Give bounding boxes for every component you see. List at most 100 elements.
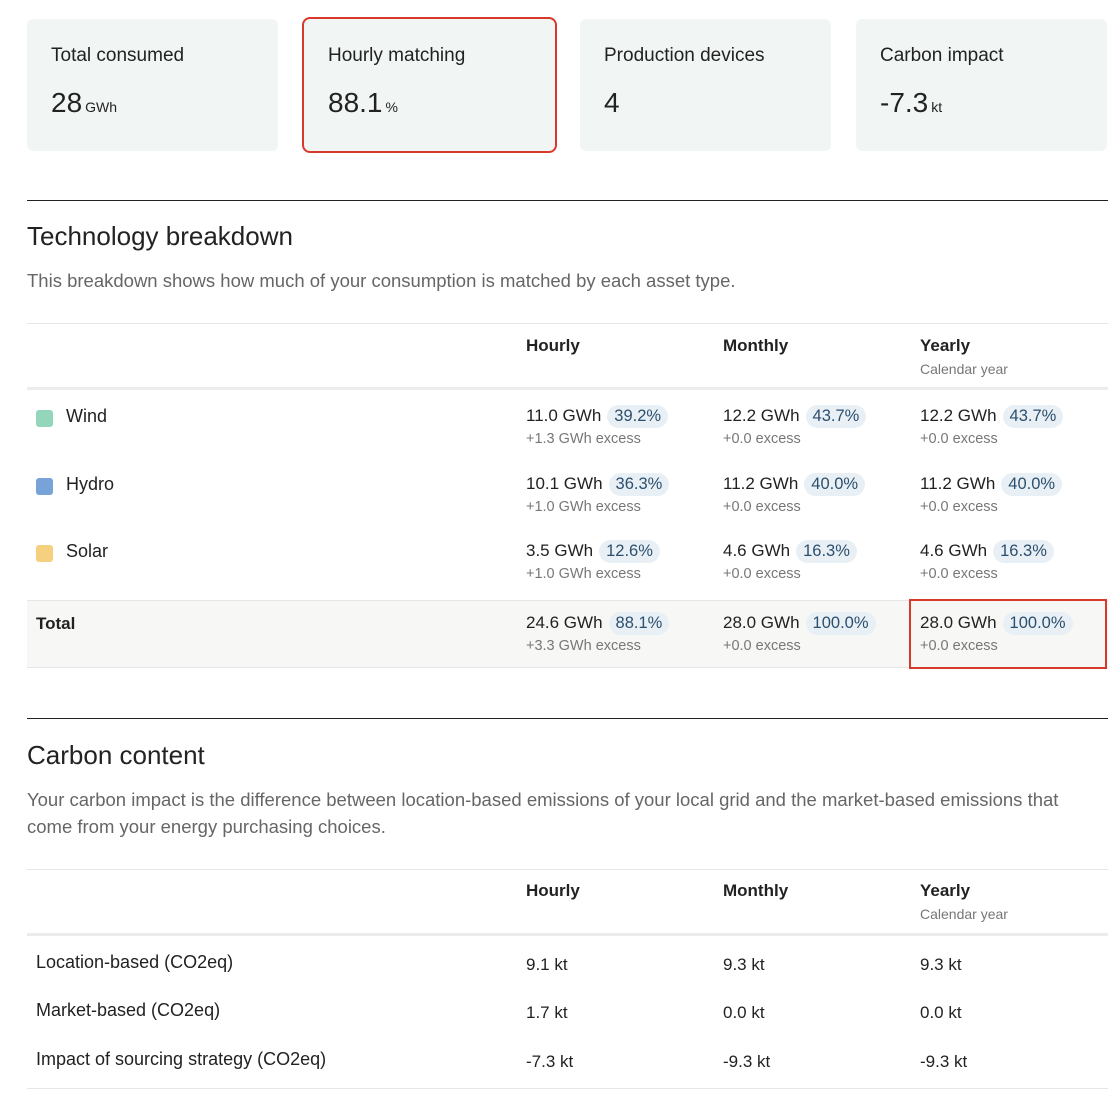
energy-value: 4.6 GWh [723,541,791,560]
row-name: Wind [66,406,108,426]
excess-text: +0.0 excess [723,638,801,654]
value-cell: 11.0 GWh 39.2% [526,405,669,428]
tech-title: Technology breakdown [27,221,293,251]
highlight-box [909,599,1107,669]
divider [27,933,1108,936]
stat-card: Total consumed 28 GWh [27,19,278,151]
value-cell: 0.0 kt [723,1003,765,1022]
energy-value: 3.5 GWh [526,541,594,560]
carbon-description: Your carbon impact is the difference bet… [27,789,1059,837]
total-row-bg [27,600,1108,668]
hydro-swatch-icon [36,478,53,495]
percent-badge: 16.3% [796,540,857,563]
value-cell: 10.1 GWh 36.3% [526,473,670,496]
stat-card: Production devices 4 [580,19,831,151]
energy-value: 4.6 GWh [920,541,988,560]
value-cell: 4.6 GWh 16.3% [723,540,857,563]
energy-value: 11.2 GWh [723,474,799,493]
row-name: Location-based (CO2eq) [36,952,234,972]
value-cell: 1.7 kt [526,1003,568,1022]
value-cell: 4.6 GWh 16.3% [920,540,1054,563]
stat-value: 28 GWh [51,87,254,119]
energy-value: 12.2 GWh [723,406,800,425]
value-cell: 12.2 GWh 43.7% [723,405,867,428]
value-cell: 9.3 kt [920,955,962,974]
col-hourly: Hourly [526,336,580,355]
row-name: Solar [66,541,109,561]
stat-value: -7.3 kt [880,87,1083,119]
percent-badge: 16.3% [993,540,1054,563]
value-cell: -9.3 kt [920,1052,968,1071]
divider [27,323,1108,324]
percent-badge: 43.7% [805,405,867,428]
percent-badge: 39.2% [607,405,669,428]
value-cell: 28.0 GWh 100.0% [723,612,876,635]
excess-text: +0.0 excess [920,431,998,447]
divider [27,1088,1108,1089]
divider [27,869,1108,870]
excess-text: +3.3 GWh excess [526,638,641,654]
excess-text: +0.0 excess [723,431,801,447]
value-cell: 0.0 kt [920,1003,962,1022]
energy-value: 12.2 GWh [920,406,997,425]
value-cell: 28.0 GWh 100.0% [920,612,1073,635]
total-label: Total [36,614,76,633]
divider [27,200,1108,201]
stat-number: 88.1 [328,87,383,118]
stat-card: Carbon impact -7.3 kt [856,19,1107,151]
excess-text: +1.3 GWh excess [526,431,641,447]
energy-value: 24.6 GWh [526,613,603,632]
stat-label: Carbon impact [880,45,1004,66]
percent-badge: 100.0% [805,612,876,635]
value-cell: 3.5 GWh 12.6% [526,540,660,563]
percent-badge: 40.0% [804,473,866,496]
percent-badge: 12.6% [599,540,660,563]
value-cell: 24.6 GWh 88.1% [526,612,670,635]
excess-text: +1.0 GWh excess [526,499,641,515]
excess-text: +1.0 GWh excess [526,566,641,582]
row-name: Impact of sourcing strategy (CO2eq) [36,1049,327,1069]
col-monthly: Monthly [723,336,789,355]
stat-label: Hourly matching [328,45,466,66]
percent-badge: 43.7% [1002,405,1064,428]
stat-number: 4 [604,87,620,118]
stat-number: -7.3 [880,87,929,118]
stat-label: Total consumed [51,45,185,66]
excess-text: +0.0 excess [920,566,998,582]
value-cell: -7.3 kt [526,1052,574,1071]
value-cell: 9.1 kt [526,955,568,974]
wind-swatch-icon [36,410,53,427]
percent-badge: 36.3% [608,473,670,496]
value-cell: 12.2 GWh 43.7% [920,405,1064,428]
col-hourly: Hourly [526,881,580,900]
stat-value: 4 [604,87,807,119]
col-yearly: Yearly [920,881,971,900]
row-name: Market-based (CO2eq) [36,1000,221,1020]
solar-swatch-icon [36,545,53,562]
stat-number: 28 [51,87,83,118]
excess-text: +0.0 excess [723,566,801,582]
divider [27,718,1108,719]
energy-value: 11.2 GWh [920,474,996,493]
divider [27,387,1108,390]
energy-value: 10.1 GWh [526,474,603,493]
energy-value: 28.0 GWh [920,613,997,632]
energy-value: 11.0 GWh [526,406,602,425]
tech-description: This breakdown shows how much of your co… [27,270,736,291]
col-yearly-sub: Calendar year [920,906,1008,922]
stat-value: 88.1% [328,87,531,119]
percent-badge: 40.0% [1001,473,1063,496]
stat-unit: % [385,99,398,115]
col-monthly: Monthly [723,881,789,900]
percent-badge: 88.1% [608,612,670,635]
excess-text: +0.0 excess [723,499,801,515]
value-cell: 9.3 kt [723,955,765,974]
stat-unit: GWh [85,99,118,115]
percent-badge: 100.0% [1002,612,1073,635]
energy-value: 28.0 GWh [723,613,800,632]
excess-text: +0.0 excess [920,499,998,515]
carbon-title: Carbon content [27,740,205,770]
value-cell: -9.3 kt [723,1052,771,1071]
value-cell: 11.2 GWh 40.0% [920,473,1063,496]
col-yearly: Yearly [920,336,971,355]
